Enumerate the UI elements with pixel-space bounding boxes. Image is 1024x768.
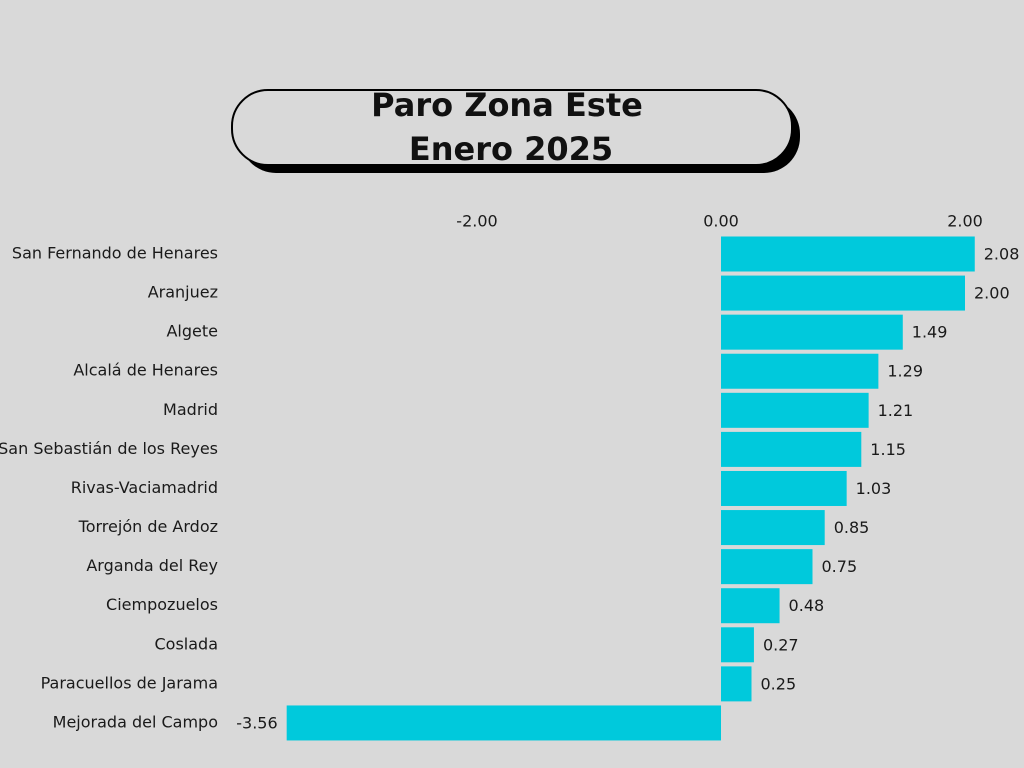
value-label: 1.03 <box>856 479 892 498</box>
y-tick-label: San Fernando de Henares <box>12 244 218 263</box>
x-tick-label: 2.00 <box>947 212 983 231</box>
value-label: 0.25 <box>761 674 797 693</box>
value-label: 2.08 <box>984 245 1020 264</box>
y-tick-label: Aranjuez <box>148 283 218 302</box>
bar <box>721 314 903 350</box>
bar <box>721 236 975 272</box>
value-label: 2.00 <box>974 284 1010 303</box>
value-label: 0.27 <box>763 635 799 654</box>
y-tick-label: Ciempozuelos <box>106 595 218 614</box>
bar <box>721 431 862 467</box>
bar <box>721 666 752 702</box>
value-label: 1.49 <box>912 323 948 342</box>
y-tick-label: Rivas-Vaciamadrid <box>71 478 218 497</box>
chart-subtitle: Enero 2025 <box>409 130 613 168</box>
bar <box>721 510 825 546</box>
x-tick-label: 0.00 <box>703 212 739 231</box>
bar <box>721 549 813 585</box>
y-tick-label: Algete <box>166 322 218 341</box>
value-label: 0.75 <box>822 557 858 576</box>
value-label: 1.29 <box>887 362 923 381</box>
y-tick-label: Torrejón de Ardoz <box>78 517 218 536</box>
bar <box>721 353 879 389</box>
bar <box>721 275 965 311</box>
y-tick-label: Mejorada del Campo <box>53 712 218 731</box>
y-tick-label: Madrid <box>163 400 218 419</box>
value-label: 1.21 <box>878 401 914 420</box>
bar <box>721 392 869 428</box>
value-label: 0.85 <box>834 518 870 537</box>
bar <box>721 588 780 624</box>
y-tick-label: Alcalá de Henares <box>73 361 218 380</box>
bar <box>286 705 721 741</box>
y-tick-label: Arganda del Rey <box>86 556 218 575</box>
x-tick-label: -2.00 <box>456 212 497 231</box>
y-tick-label: San Sebastián de los Reyes <box>0 439 218 458</box>
y-tick-label: Coslada <box>154 634 218 653</box>
y-tick-label: Paracuellos de Jarama <box>41 673 218 692</box>
value-label: -3.56 <box>236 713 277 732</box>
value-label: 0.48 <box>789 596 825 615</box>
title-box <box>231 89 793 166</box>
value-label: 1.15 <box>870 440 906 459</box>
bar <box>721 470 847 506</box>
chart-title: Paro Zona Este <box>371 86 643 124</box>
bar <box>721 627 754 663</box>
